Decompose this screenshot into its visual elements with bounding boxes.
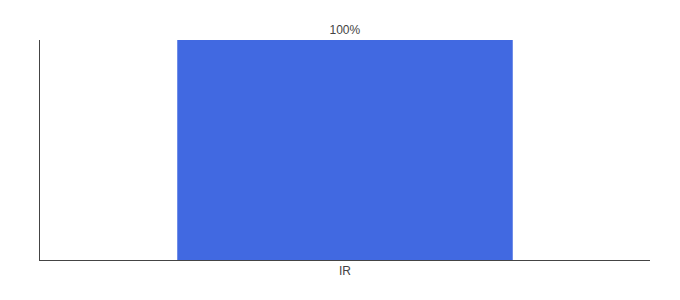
svg-text:100%: 100%	[329, 23, 360, 37]
svg-text:IR: IR	[339, 264, 351, 278]
